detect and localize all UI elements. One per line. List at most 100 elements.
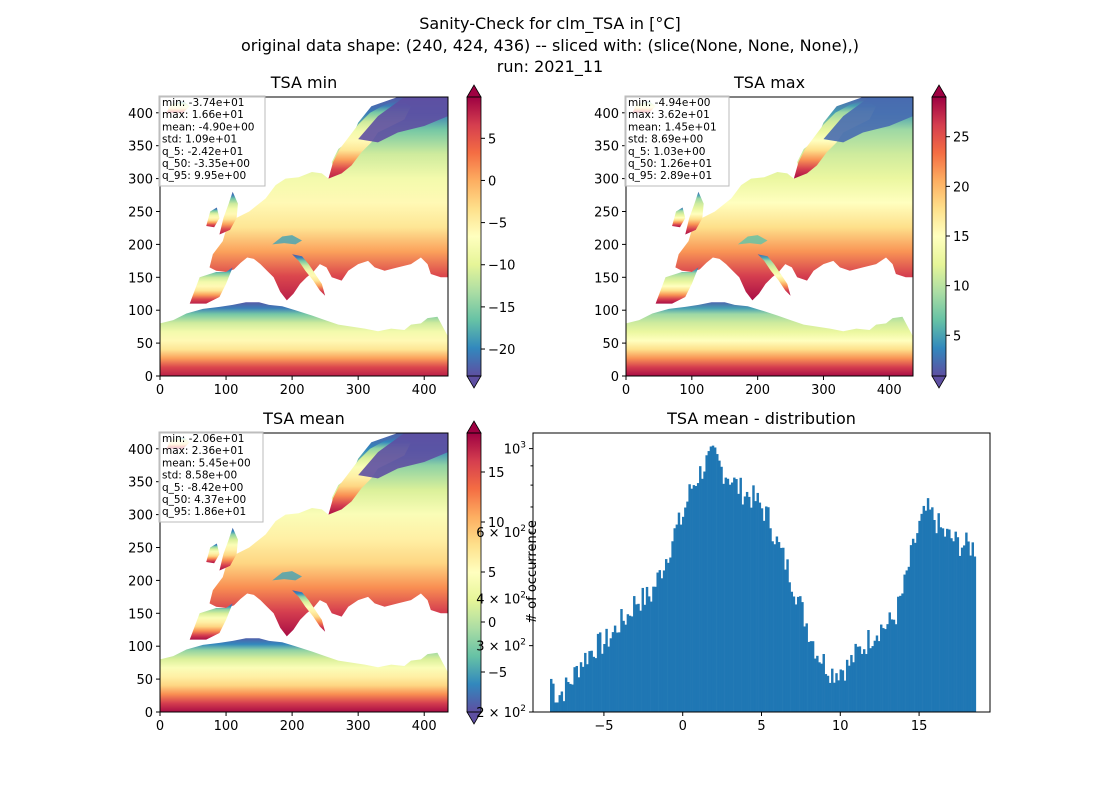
histogram-bar (801, 602, 804, 712)
histogram-bar (835, 673, 838, 712)
tsa-max-ytick-label: 400 (594, 107, 619, 122)
tsa-min-colorbar-tick-label: −10 (488, 259, 515, 274)
tsa-min-land-main (209, 97, 448, 301)
histogram-bar (903, 574, 906, 712)
tsa-min-ytick-label: 250 (128, 205, 153, 220)
histogram-bar (769, 528, 772, 712)
tsa-min-stat: q_50: -3.35e+00 (162, 158, 250, 170)
histogram-bar (607, 646, 610, 712)
tsa-mean-ytick-label: 100 (128, 640, 153, 655)
histogram-bar (733, 477, 736, 712)
tsa-mean-stat: std: 8.58e+00 (162, 470, 237, 482)
tsa-min-land-ireland (206, 207, 220, 228)
histogram-bar (645, 586, 649, 712)
histogram-bar (682, 516, 685, 712)
histogram-bar (590, 650, 593, 712)
histogram-bar (911, 538, 915, 712)
figure-title: Sanity-Check for clm_TSA in [°C] origina… (241, 14, 859, 77)
histogram-bar (828, 682, 832, 712)
histogram-bar (571, 684, 574, 712)
histogram-bar (730, 482, 734, 712)
histogram-bar (758, 502, 762, 712)
histogram-bar (811, 641, 815, 712)
tsa-max-ytick-label: 0 (611, 370, 619, 385)
tsa-min-ytick-label: 50 (136, 337, 153, 352)
tsa-min-stat: std: 1.09e+01 (162, 134, 237, 146)
histogram-bar (890, 619, 894, 712)
tsa-min-ytick-label: 150 (128, 271, 153, 286)
histogram-bar (765, 506, 768, 712)
tsa-min-ytick-label: 350 (128, 140, 153, 155)
histogram-bar (601, 653, 604, 712)
histogram-bar (684, 507, 687, 712)
tsa-mean-arctic (358, 433, 448, 479)
tsa-max-map (626, 97, 913, 376)
tsa-mean-xtick-label: 200 (280, 719, 305, 734)
histogram-bar (664, 559, 668, 712)
histogram-bar (705, 455, 708, 712)
histogram-bar (652, 586, 655, 712)
tsa-mean-colorbar-tick-label: 10 (488, 516, 505, 531)
histogram-bar (831, 668, 834, 712)
histogram-bar (562, 701, 566, 712)
histogram-bar (786, 559, 789, 712)
histogram-bar (814, 658, 817, 712)
histogram-bar (752, 485, 755, 712)
histogram-bar (579, 662, 583, 712)
histogram-bar (905, 570, 908, 712)
histogram-bar (877, 641, 881, 712)
tsa-mean-ytick-label: 250 (128, 541, 153, 556)
histogram-bar (554, 702, 557, 712)
tsa-max-stat: max: 3.62e+01 (628, 109, 710, 121)
histogram-bar (743, 496, 747, 712)
tsa-mean-stat: mean: 5.45e+00 (162, 457, 251, 469)
tsa-mean-land-south (160, 638, 448, 712)
histogram-bar (650, 601, 653, 712)
tsa-max-stat: q_50: 1.26e+01 (628, 158, 712, 170)
histogram-bar (677, 512, 681, 712)
histogram-bar (833, 682, 836, 712)
tsa-min-map (160, 97, 448, 376)
histogram-bar (888, 612, 891, 712)
histogram-bar (564, 677, 568, 712)
tsa-max-colorbar: 25 20 15 10 5 (931, 84, 970, 389)
histogram-bar (630, 616, 634, 712)
histogram-ytick-label: 103 (504, 441, 526, 458)
tsa-min-ytick-label: 300 (128, 173, 153, 188)
histogram-bars (550, 445, 977, 712)
tsa-max-colorbar-tick-label: 10 (953, 280, 970, 295)
tsa-min-xtick-label: 400 (412, 383, 437, 398)
histogram-bar (609, 638, 613, 712)
histogram-bar (796, 596, 800, 712)
tsa-mean-colorbar-tick-label: −5 (488, 666, 507, 681)
tsa-max-land-italy (757, 254, 791, 296)
histogram-bar (654, 586, 657, 712)
histogram-bar (709, 446, 713, 712)
histogram-bar (611, 632, 615, 712)
histogram-bar (941, 528, 945, 712)
histogram-bar (662, 570, 666, 712)
histogram-xtick-label: 10 (832, 719, 849, 734)
histogram-bar (958, 555, 962, 712)
histogram-bar (711, 445, 715, 712)
histogram-bar (939, 527, 943, 712)
tsa-max-stat: min: -4.94e+00 (628, 97, 710, 109)
tsa-max-xtick-label: 400 (877, 383, 902, 398)
histogram-bar (745, 491, 749, 712)
histogram-bar (871, 646, 874, 712)
histogram-bar (803, 626, 806, 712)
histogram-bar (971, 542, 974, 712)
tsa-mean-xtick-label: 100 (214, 719, 239, 734)
histogram-bar (675, 524, 679, 712)
histogram-bar (845, 659, 849, 712)
histogram-bar (690, 488, 693, 712)
histogram-bar (686, 501, 689, 712)
tsa-max-xtick-label: 300 (811, 383, 836, 398)
tsa-mean-xtick-label: 400 (412, 719, 437, 734)
histogram-bar (867, 630, 870, 712)
histogram-bar (748, 496, 751, 712)
histogram-bar (671, 541, 674, 712)
